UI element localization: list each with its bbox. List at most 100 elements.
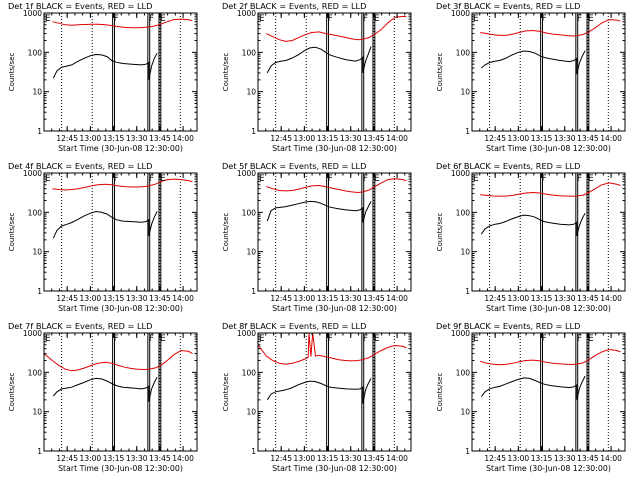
x-tick-label: 13:45 — [149, 294, 171, 303]
y-tick-label: 100 — [456, 48, 471, 57]
marker-label-f: F — [363, 14, 368, 24]
x-tick-label: 13:30 — [554, 294, 576, 303]
plot-frame — [43, 332, 198, 452]
x-tick-label: 12:45 — [484, 454, 506, 463]
events-series-line — [266, 200, 372, 223]
marker-label-f: F — [577, 334, 582, 344]
marker-label-f: F — [577, 14, 582, 24]
y-tick-label: 1 — [465, 447, 470, 456]
events-series-line — [266, 46, 372, 74]
y-axis-label: Counts/sec — [222, 53, 230, 92]
y-tick-label: 1 — [251, 447, 256, 456]
series-group — [52, 18, 193, 80]
marker-label-e: E — [160, 174, 166, 184]
marker-label-f: F — [363, 334, 368, 344]
x-tick-label: 12:45 — [270, 454, 292, 463]
events-series-line — [480, 212, 586, 237]
x-tick-label: 13:00 — [294, 294, 316, 303]
x-axis-label: Start Time (30-Jun-08 12:30:00) — [272, 464, 397, 473]
marker-label-e: E — [374, 334, 380, 344]
series-group — [52, 178, 193, 239]
x-tick-label: 13:30 — [126, 294, 148, 303]
x-tick-label: 13:45 — [577, 454, 599, 463]
plot-frame — [43, 12, 198, 132]
y-axis-label: Counts/sec — [436, 53, 444, 92]
x-axis-label: Start Time (30-Jun-08 12:30:00) — [272, 144, 397, 153]
marker-label-e: E — [588, 174, 594, 184]
x-tick-label: 13:45 — [149, 454, 171, 463]
chart-title: Det 2f BLACK = Events, RED = LLD — [222, 1, 366, 11]
x-tick-label: 14:00 — [386, 294, 408, 303]
y-tick-label: 1 — [251, 127, 256, 136]
x-tick-label: 12:45 — [56, 294, 78, 303]
x-tick-label: 12:45 — [484, 294, 506, 303]
x-tick-label: 14:00 — [172, 134, 194, 143]
plot-frame — [471, 172, 626, 292]
y-axis-label: Counts/sec — [8, 213, 16, 252]
marker-label-e: E — [259, 334, 265, 344]
y-tick-label: 10 — [246, 408, 256, 417]
series-group — [480, 19, 621, 75]
chart-title: Det 7f BLACK = Events, RED = LLD — [8, 321, 152, 331]
y-tick-label: 1000 — [23, 329, 42, 338]
x-tick-label: 13:15 — [317, 294, 339, 303]
chart-title: Det 9f BLACK = Events, RED = LLD — [436, 321, 580, 331]
x-tick-label: 13:00 — [80, 134, 102, 143]
marker-label-e: E — [374, 14, 380, 24]
x-tick-label: 14:00 — [600, 294, 622, 303]
y-tick-label: 100 — [242, 368, 257, 377]
y-tick-label: 10 — [246, 248, 256, 257]
x-tick-label: 13:00 — [294, 134, 316, 143]
x-axis-label: Start Time (30-Jun-08 12:30:00) — [486, 304, 611, 313]
series-group — [258, 333, 407, 404]
marker-label-e: E — [473, 174, 479, 184]
events-series-line — [52, 52, 158, 80]
marker-label-f: F — [542, 14, 547, 24]
marker-label-e: E — [45, 14, 51, 24]
marker-label-f: F — [363, 174, 368, 184]
marker-label-e: E — [45, 334, 51, 344]
x-tick-label: 13:00 — [294, 454, 316, 463]
plot-frame — [257, 12, 412, 132]
plot-frame — [257, 172, 412, 292]
x-axis-label: Start Time (30-Jun-08 12:30:00) — [58, 144, 183, 153]
y-tick-label: 1000 — [237, 169, 256, 178]
x-tick-label: 14:00 — [600, 134, 622, 143]
marker-label-e: E — [588, 14, 594, 24]
marker-label-f: F — [114, 14, 119, 24]
y-axis-label: Counts/sec — [8, 373, 16, 412]
lld-series-line — [258, 333, 407, 365]
y-axis-label: Counts/sec — [222, 213, 230, 252]
y-tick-label: 1000 — [451, 169, 470, 178]
chart-title: Det 8f BLACK = Events, RED = LLD — [222, 321, 366, 331]
marker-label-f: F — [328, 174, 333, 184]
marker-label-f: F — [542, 334, 547, 344]
marker-label-f: F — [149, 14, 154, 24]
lld-series-line — [480, 182, 621, 197]
x-tick-label: 12:45 — [270, 294, 292, 303]
x-tick-label: 13:30 — [554, 454, 576, 463]
x-tick-label: 14:00 — [172, 454, 194, 463]
chart-title: Det 1f BLACK = Events, RED = LLD — [8, 1, 152, 11]
x-tick-label: 14:00 — [172, 294, 194, 303]
y-axis-label: Counts/sec — [222, 373, 230, 412]
series-group — [480, 348, 621, 400]
y-tick-label: 10 — [460, 248, 470, 257]
y-tick-label: 1 — [37, 287, 42, 296]
x-tick-label: 13:45 — [363, 294, 385, 303]
x-tick-label: 12:45 — [484, 134, 506, 143]
y-tick-label: 100 — [456, 208, 471, 217]
x-tick-label: 13:00 — [80, 294, 102, 303]
y-tick-label: 1 — [37, 127, 42, 136]
y-tick-label: 10 — [246, 88, 256, 97]
x-tick-label: 13:30 — [126, 454, 148, 463]
x-tick-label: 13:15 — [531, 134, 553, 143]
